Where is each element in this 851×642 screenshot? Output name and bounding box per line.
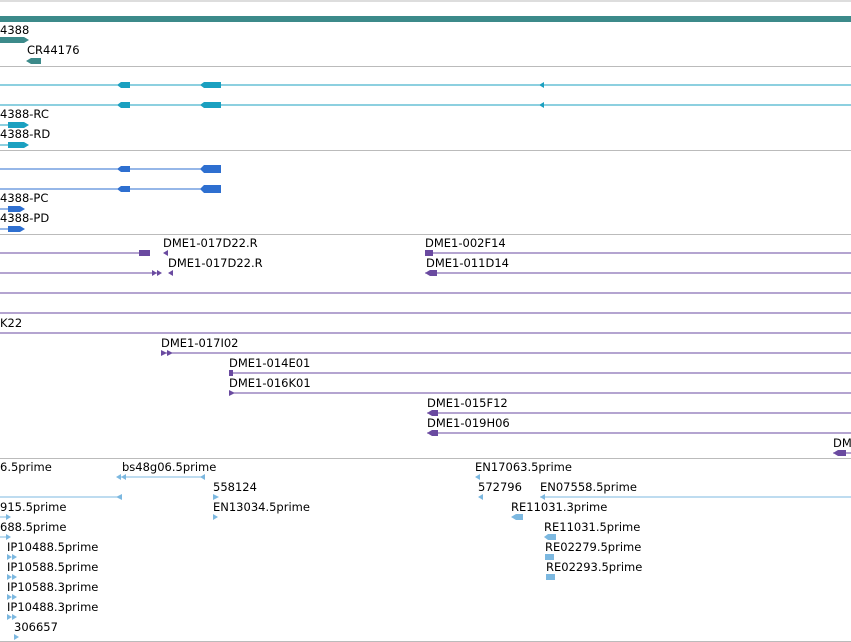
clone-label[interactable]: DME1-017D22.R <box>163 236 258 250</box>
clone-end-marker[interactable] <box>163 250 168 256</box>
transcript-direction-arrow <box>539 102 544 108</box>
gene-feature-arrow[interactable] <box>0 37 29 43</box>
gene-span-bar[interactable] <box>0 16 851 22</box>
est-label[interactable]: EN17063.5prime <box>475 460 572 474</box>
protein-cds[interactable] <box>8 226 25 232</box>
clone-end-marker[interactable] <box>229 390 235 396</box>
gene-track: 4388 CR44176 <box>0 0 851 67</box>
transcript-exon[interactable] <box>200 102 221 108</box>
clone-label[interactable]: DME1-016K01 <box>229 376 311 390</box>
est-end-marker[interactable] <box>7 614 17 620</box>
est-label[interactable]: EN13034.5prime <box>213 500 310 514</box>
est-label[interactable]: RE11031.3prime <box>511 500 607 514</box>
clone-end-marker[interactable] <box>152 270 162 276</box>
est-label[interactable]: RE11031.5prime <box>544 520 640 534</box>
est-end-marker[interactable] <box>7 574 17 580</box>
est-end-marker[interactable] <box>546 574 555 580</box>
est-label[interactable]: EN07558.5prime <box>540 480 637 494</box>
transcript-exon[interactable] <box>8 122 29 128</box>
est-label[interactable]: IP10588.3prime <box>7 580 98 594</box>
clone-end-marker[interactable] <box>833 450 846 456</box>
transcript-track: 4388-RC 4388-RD <box>0 82 851 151</box>
est-end-marker[interactable] <box>116 494 122 500</box>
protein-track: 4388-PC 4388-PD <box>0 165 851 235</box>
est-label[interactable]: IP10488.5prime <box>7 540 98 554</box>
transcript-label[interactable]: 4388-RD <box>0 127 50 141</box>
est-end-marker[interactable] <box>511 514 523 520</box>
clone-track: K22 DME1-017I02 DME1-014E01 DME1-016K01 … <box>0 316 851 459</box>
est-label[interactable]: bs48g06.5prime <box>122 460 216 474</box>
est-end-marker[interactable] <box>14 634 19 640</box>
est-end-marker[interactable] <box>213 494 219 500</box>
clone-end-marker[interactable] <box>161 350 173 356</box>
est-label[interactable]: 558124 <box>213 480 257 494</box>
clone-end-marker[interactable] <box>427 410 438 416</box>
est-end-marker[interactable] <box>540 494 545 500</box>
transcript-label[interactable]: 4388-RC <box>0 107 49 121</box>
clone-label[interactable]: DME1-015F12 <box>427 396 508 410</box>
est-end-marker[interactable] <box>544 534 556 540</box>
est-end-marker[interactable] <box>7 594 17 600</box>
est-label[interactable]: IP10588.5prime <box>7 560 98 574</box>
clone-end-marker[interactable] <box>425 270 437 276</box>
clone-label[interactable]: K22 <box>0 316 22 330</box>
clone-label[interactable]: DME1-014E01 <box>229 356 310 370</box>
est-end-marker[interactable] <box>475 474 480 480</box>
protein-cds[interactable] <box>8 206 25 212</box>
est-label[interactable]: RE02293.5prime <box>546 560 642 574</box>
transcript-exon[interactable] <box>200 82 221 88</box>
transcript-direction-arrow <box>539 82 544 88</box>
protein-label[interactable]: 4388-PD <box>0 211 49 225</box>
clone-label[interactable]: DME1-019H06 <box>427 416 510 430</box>
clone-end-marker[interactable] <box>425 250 433 256</box>
clone-end-marker[interactable] <box>229 370 233 376</box>
est-end-marker[interactable] <box>6 514 11 520</box>
protein-cds[interactable] <box>200 165 221 173</box>
clone-track: DME1-017D22.R DME1-017D22.R DME1-002F14 … <box>0 236 851 314</box>
est-label[interactable]: 6.5prime <box>0 460 52 474</box>
clone-end-marker[interactable] <box>168 270 173 276</box>
clone-label[interactable]: DME1-017D22.R <box>168 256 263 270</box>
est-label[interactable]: 915.5prime <box>0 500 66 514</box>
est-label[interactable]: IP10488.3prime <box>7 600 98 614</box>
clone-label[interactable]: DM <box>833 436 851 450</box>
est-end-marker[interactable] <box>213 514 218 520</box>
gene-label[interactable]: CR44176 <box>27 43 80 57</box>
est-end-marker[interactable] <box>478 494 483 500</box>
est-label[interactable]: 306657 <box>14 620 58 634</box>
protein-cds[interactable] <box>117 166 130 172</box>
est-label[interactable]: RE02279.5prime <box>545 540 641 554</box>
clone-end-marker[interactable] <box>427 430 438 436</box>
est-label[interactable]: 688.5prime <box>0 520 66 534</box>
est-track: 6.5prime bs48g06.5prime EN17063.5prime 5… <box>0 460 851 642</box>
gene-label[interactable]: 4388 <box>0 23 29 37</box>
est-end-marker[interactable] <box>545 554 554 560</box>
est-label[interactable]: 572796 <box>478 480 522 494</box>
protein-label[interactable]: 4388-PC <box>0 191 48 205</box>
clone-end-marker[interactable] <box>139 250 150 256</box>
clone-label[interactable]: DME1-011D14 <box>426 256 509 270</box>
est-end-marker[interactable] <box>7 554 17 560</box>
gene-feature-arrow[interactable] <box>26 58 41 64</box>
transcript-exon[interactable] <box>117 102 130 108</box>
transcript-exon[interactable] <box>8 142 29 148</box>
clone-label[interactable]: DME1-002F14 <box>425 236 506 250</box>
protein-cds[interactable] <box>200 185 221 193</box>
est-end-marker[interactable] <box>6 534 11 540</box>
protein-cds[interactable] <box>117 186 130 192</box>
transcript-exon[interactable] <box>117 82 130 88</box>
clone-label[interactable]: DME1-017I02 <box>161 336 239 350</box>
